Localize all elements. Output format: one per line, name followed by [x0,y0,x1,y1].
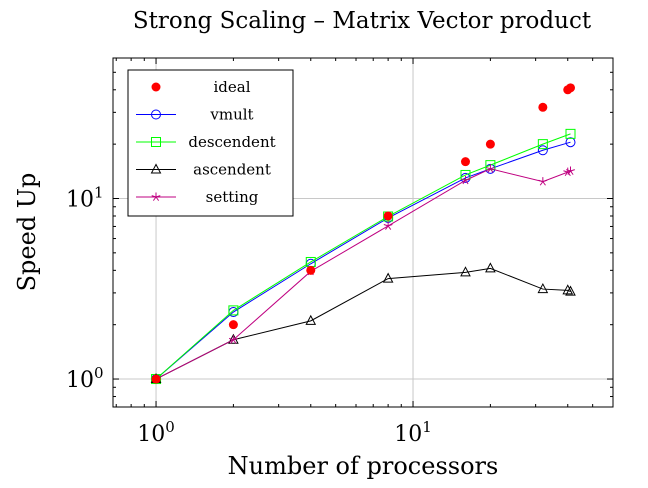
data-point-setting [228,335,238,344]
data-point-ideal [538,102,548,112]
series-ascendent [150,262,576,384]
legend-marker [151,82,161,92]
data-point-ideal [228,320,238,330]
legend-label: ideal [213,78,250,96]
series-line-ascendent [155,267,571,380]
data-point-ascendent [565,285,576,296]
data-point-setting [538,177,548,186]
data-point-descendent [228,305,239,316]
data-point-descendent [537,139,548,150]
data-point-descendent [565,128,576,139]
legend-marker [150,163,162,174]
legend-label: ascendent [193,161,271,179]
data-point-ascendent [485,262,496,273]
data-point-ideal [485,139,495,149]
legend-entry-setting: setting [136,188,259,206]
legend-label: descendent [188,133,275,151]
x-tick-label: 100 [137,418,175,447]
data-point-vmult [565,137,576,148]
legend-label: vmult [209,106,253,124]
data-point-ascendent [460,266,471,277]
data-point-ascendent [537,282,549,294]
legend-frame [127,69,294,217]
legend-entry-vmult: vmult [136,106,254,124]
data-point-setting [461,175,470,185]
legend-marker [151,109,161,120]
data-point-ascendent [562,284,574,295]
data-point-ideal [460,157,470,167]
legend-marker [151,137,161,147]
data-point-setting [566,166,575,175]
chart-title: Strong Scaling – Matrix Vector product [133,8,592,34]
legend-entry-ideal: ideal [151,78,251,96]
y-axis-label: Speed Up [13,173,41,292]
series-line-descendent [155,133,571,380]
y-tick-label: 101 [66,183,104,212]
data-series [150,83,576,385]
series-ideal [151,83,576,384]
legend-marker [151,192,161,201]
data-point-setting [485,164,495,173]
series-line-vmult [155,141,571,380]
data-point-ascendent [305,314,317,325]
y-tick-label: 100 [66,364,104,393]
legend-entry-descendent: descendent [136,133,276,151]
legend-entry-ascendent: ascendent [136,161,271,179]
data-point-ascendent [382,272,394,283]
data-point-ideal [383,211,393,221]
legend-label: setting [206,188,259,206]
data-point-ideal [306,265,316,275]
data-point-vmult [537,145,548,156]
x-axis-label: Number of processors [228,452,499,480]
x-tick-label: 101 [394,418,432,447]
data-point-ideal [566,83,576,93]
data-point-ideal [151,374,161,384]
axis-ticks: 100 101 100 101 [66,58,613,447]
data-point-setting [383,221,393,230]
legend: ideal vmult descendent ascendent setting [127,69,294,217]
plot-area-frame [112,57,614,408]
